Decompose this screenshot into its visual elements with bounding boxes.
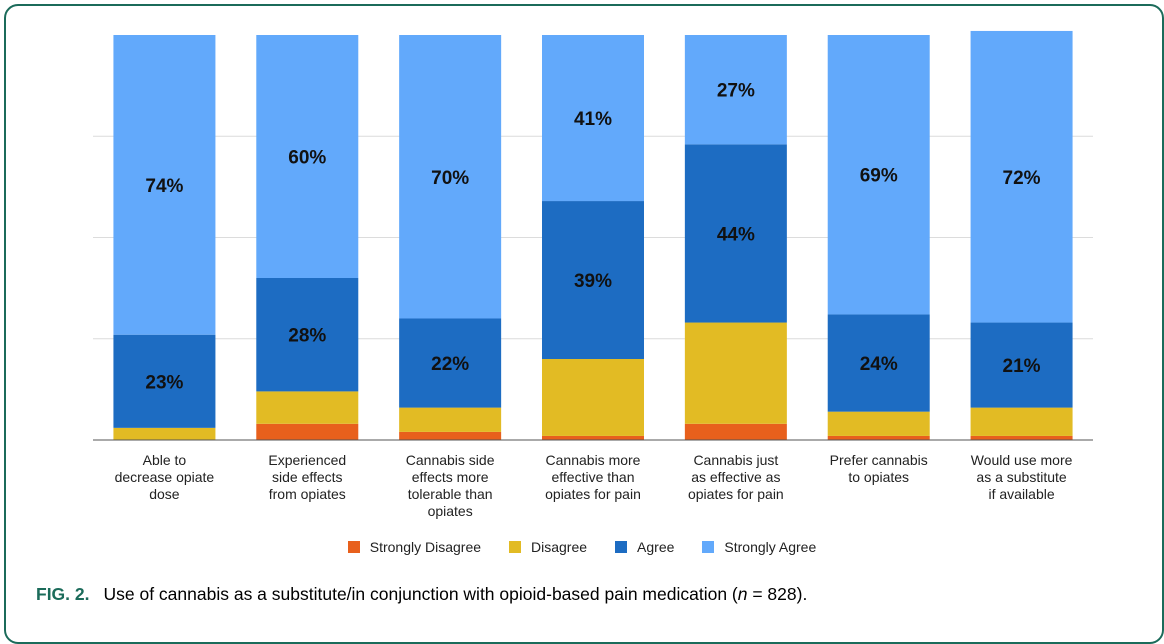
bar-segment-strongly-agree	[827, 35, 930, 315]
bar-segment-strongly-agree	[256, 35, 359, 278]
category-label: opiates	[428, 503, 473, 519]
category-label: Prefer cannabis	[830, 452, 928, 468]
bar-segment-strongly-disagree	[827, 435, 930, 440]
legend-swatch-strongly-agree	[702, 541, 715, 553]
legend-label: Disagree	[531, 539, 588, 555]
bar-segment-agree	[399, 318, 502, 408]
category-label: opiates for pain	[545, 486, 641, 502]
bar-segment-disagree	[970, 407, 1073, 436]
category-label: as a substitute	[976, 469, 1066, 485]
bar-segment-agree	[256, 278, 359, 392]
category-label: if available	[988, 486, 1054, 502]
bar-segment-disagree	[542, 359, 644, 436]
legend-swatch-agree	[615, 541, 628, 553]
data-label: 69%	[860, 166, 898, 187]
data-label: 39%	[574, 271, 612, 292]
data-label: 74%	[145, 176, 183, 197]
data-label: 28%	[288, 326, 326, 347]
data-label: 41%	[574, 109, 612, 130]
bar-segment-disagree	[256, 391, 359, 424]
bar-segment-strongly-disagree	[970, 435, 1073, 440]
caption-n-value: = 828).	[747, 584, 808, 604]
data-label: 22%	[431, 354, 469, 375]
bar-segment-strongly-agree	[542, 35, 644, 202]
bar-segment-agree	[113, 334, 216, 428]
bar-segment-disagree	[399, 407, 502, 432]
legend-label: Agree	[637, 539, 675, 555]
data-label: 27%	[717, 81, 755, 102]
category-label: tolerable than	[408, 486, 493, 502]
legend-item-strongly-disagree: Strongly Disagree	[347, 539, 482, 555]
data-label: 60%	[288, 148, 326, 169]
data-label: 44%	[717, 224, 755, 245]
legend-label: Strongly Disagree	[369, 539, 482, 555]
category-label: Cannabis side	[406, 452, 495, 468]
category-label: to opiates	[848, 469, 909, 485]
category-label: Experienced	[268, 452, 346, 468]
bar-segment-strongly-disagree	[684, 423, 787, 440]
data-label: 21%	[1003, 356, 1041, 377]
bar-segment-strongly-disagree	[399, 431, 502, 440]
bar-segment-disagree	[113, 427, 216, 440]
legend-swatch-strongly-disagree	[347, 541, 360, 553]
category-label: opiates for pain	[688, 486, 784, 502]
category-label: from opiates	[269, 486, 346, 502]
bar-segment-strongly-disagree	[256, 423, 359, 440]
category-label: Would use more	[971, 452, 1073, 468]
data-label: 23%	[145, 372, 183, 393]
bar-segment-disagree	[827, 411, 930, 436]
bar-segment-strongly-agree	[684, 35, 787, 145]
data-label: 72%	[1003, 168, 1041, 189]
legend-item-strongly-agree: Strongly Agree	[702, 539, 816, 555]
category-label: Cannabis just	[693, 452, 778, 468]
category-label: effects more	[412, 469, 489, 485]
bar-segment-agree	[684, 144, 787, 323]
legend-item-disagree: Disagree	[509, 539, 587, 555]
data-label: 70%	[431, 168, 469, 189]
category-label: effective than	[551, 469, 634, 485]
bar-segment-strongly-agree	[113, 35, 216, 335]
bar-segment-agree	[542, 201, 644, 359]
figure-caption: FIG. 2. Use of cannabis as a substitute/i…	[36, 584, 807, 605]
category-label: Able to	[143, 452, 187, 468]
caption-n-symbol: n	[737, 584, 748, 604]
bar-segment-strongly-agree	[399, 35, 502, 319]
category-label: decrease opiate	[115, 469, 215, 485]
figure-label: FIG. 2.	[36, 584, 90, 604]
legend-item-agree: Agree	[615, 539, 674, 555]
legend-label: Strongly Agree	[724, 539, 817, 555]
category-label: Cannabis more	[546, 452, 641, 468]
caption-text: Use of cannabis as a substitute/in conju…	[103, 584, 738, 604]
category-label: dose	[149, 486, 180, 502]
bar-segment-disagree	[684, 322, 787, 424]
bar-segment-agree	[827, 314, 930, 412]
chart-legend: Strongly Disagree Disagree Agree Strongl…	[0, 537, 1164, 557]
category-label: side effects	[272, 469, 343, 485]
category-label: as effective as	[691, 469, 780, 485]
bar-segment-strongly-agree	[970, 30, 1073, 323]
bar-segment-strongly-disagree	[542, 435, 644, 440]
data-label: 24%	[860, 354, 898, 375]
bar-segment-agree	[970, 322, 1073, 408]
legend-swatch-disagree	[509, 541, 522, 553]
